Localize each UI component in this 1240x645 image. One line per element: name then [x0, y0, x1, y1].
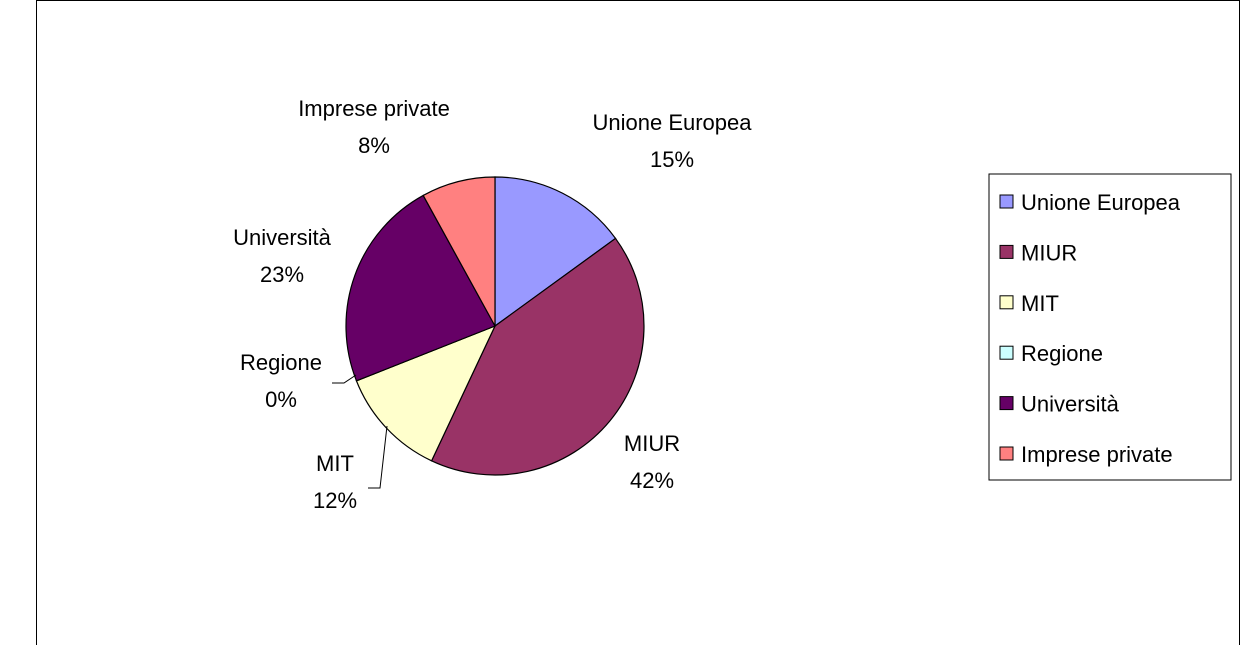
label-imprese-private-percent: 8%	[358, 133, 390, 158]
label-universita-percent: 23%	[260, 262, 304, 287]
label-miur-percent: 42%	[630, 468, 674, 493]
leader-line-mit	[368, 425, 388, 489]
label-mit-percent: 12%	[313, 488, 357, 513]
label-universita-name: Università	[233, 225, 332, 250]
legend-swatch-miur	[999, 244, 1014, 259]
legend-box	[988, 173, 1232, 481]
pie-slices	[345, 176, 645, 476]
slice-unione-europea	[494, 176, 617, 328]
legend: Unione Europea MIUR MIT Regione Università Im…	[988, 173, 1232, 481]
legend-label-mit: MIT	[1021, 291, 1059, 316]
legend-swatch-mit	[999, 295, 1014, 310]
legend-label-regione: Regione	[1021, 341, 1103, 366]
legend-label-universita: Università	[1021, 392, 1120, 417]
slice-miur	[430, 237, 645, 476]
label-unione-europea-name: Unione Europea	[592, 110, 752, 135]
slice-imprese-private	[422, 176, 496, 327]
slice-universita	[345, 194, 496, 382]
slice-labels: Unione Europea 15% MIUR 42% MIT 12% Regione 0% U…	[233, 96, 752, 513]
label-miur-name: MIUR	[624, 431, 680, 456]
leader-lines	[332, 374, 388, 489]
legend-label-unione-europea: Unione Europea	[1021, 190, 1181, 215]
legend-swatch-universita	[999, 396, 1014, 411]
label-regione-percent: 0%	[265, 387, 297, 412]
label-unione-europea-percent: 15%	[650, 147, 694, 172]
legend-swatch-imprese-private	[999, 446, 1014, 461]
legend-swatch-regione	[999, 345, 1014, 360]
legend-label-miur: MIUR	[1021, 240, 1077, 265]
leader-line-regione	[332, 374, 357, 384]
label-imprese-private-name: Imprese private	[298, 96, 450, 121]
legend-swatch-unione-europea	[999, 194, 1014, 209]
label-mit-name: MIT	[316, 451, 354, 476]
label-regione-name: Regione	[240, 350, 322, 375]
legend-label-imprese-private: Imprese private	[1021, 442, 1173, 467]
